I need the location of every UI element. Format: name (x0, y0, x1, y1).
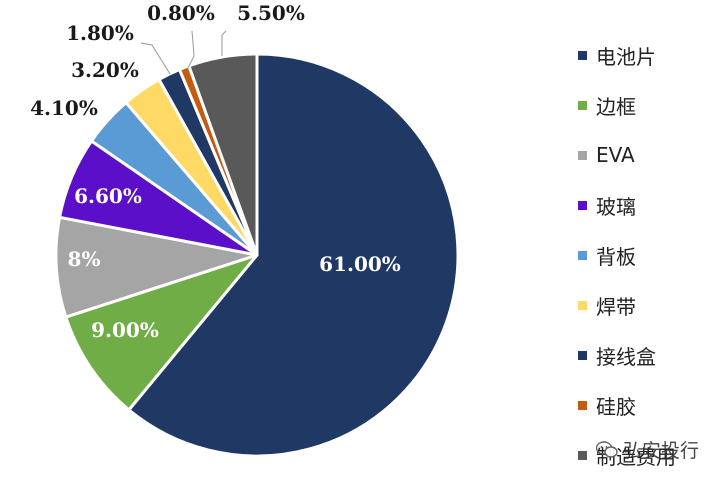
data-label-9: 5.50% (237, 1, 305, 25)
legend-label: 背板 (596, 244, 636, 269)
legend-label: 接线盒 (596, 344, 656, 369)
legend-label: 电池片 (596, 44, 656, 69)
leader-line-8 (187, 30, 195, 69)
legend-swatch (578, 200, 587, 210)
legend-swatch (578, 250, 587, 260)
legend-swatch (578, 50, 587, 60)
data-label-3: 8% (68, 247, 101, 271)
watermark-text: 弘安投行 (623, 440, 700, 462)
legend-item-4: 玻璃 (578, 180, 708, 230)
legend-label: 玻璃 (596, 194, 636, 219)
legend-swatch (578, 350, 587, 360)
pie-slice-3 (54, 215, 259, 319)
watermark: 弘安投行 (596, 436, 699, 463)
legend-item-3: EVA (578, 130, 708, 180)
legend-item-7: 接线盒 (578, 330, 708, 380)
leader-line-7 (140, 42, 171, 75)
legend-item-1: 电池片 (578, 30, 708, 80)
data-label-4: 6.60% (74, 184, 142, 208)
legend-swatch (578, 300, 587, 310)
legend-item-2: 边框 (578, 80, 708, 130)
legend-item-5: 背板 (578, 230, 708, 280)
pie-slice-2 (64, 253, 259, 412)
legend-swatch (578, 450, 587, 460)
legend-label: 边框 (596, 94, 636, 119)
legend-swatch (578, 150, 587, 160)
data-label-2: 9.00% (91, 318, 159, 342)
data-label-5: 4.10% (30, 96, 98, 120)
legend-swatch (578, 100, 587, 110)
legend: 电池片 边框 EVA 玻璃 背板 焊带 接线盒 硅胶 制造费用 (578, 30, 708, 480)
legend-label: EVA (596, 143, 635, 167)
legend-item-8: 硅胶 (578, 380, 708, 430)
legend-swatch (578, 400, 587, 410)
wechat-icon (596, 440, 618, 458)
pie-slice-1 (127, 52, 460, 458)
legend-label: 焊带 (596, 294, 636, 319)
data-label-7: 1.80% (66, 21, 134, 45)
leader-line-9 (221, 30, 227, 56)
legend-item-6: 焊带 (578, 280, 708, 330)
data-label-1: 61.00% (319, 252, 401, 276)
data-label-6: 3.20% (71, 58, 139, 82)
data-label-8: 0.80% (147, 1, 215, 25)
legend-label: 硅胶 (596, 394, 636, 419)
